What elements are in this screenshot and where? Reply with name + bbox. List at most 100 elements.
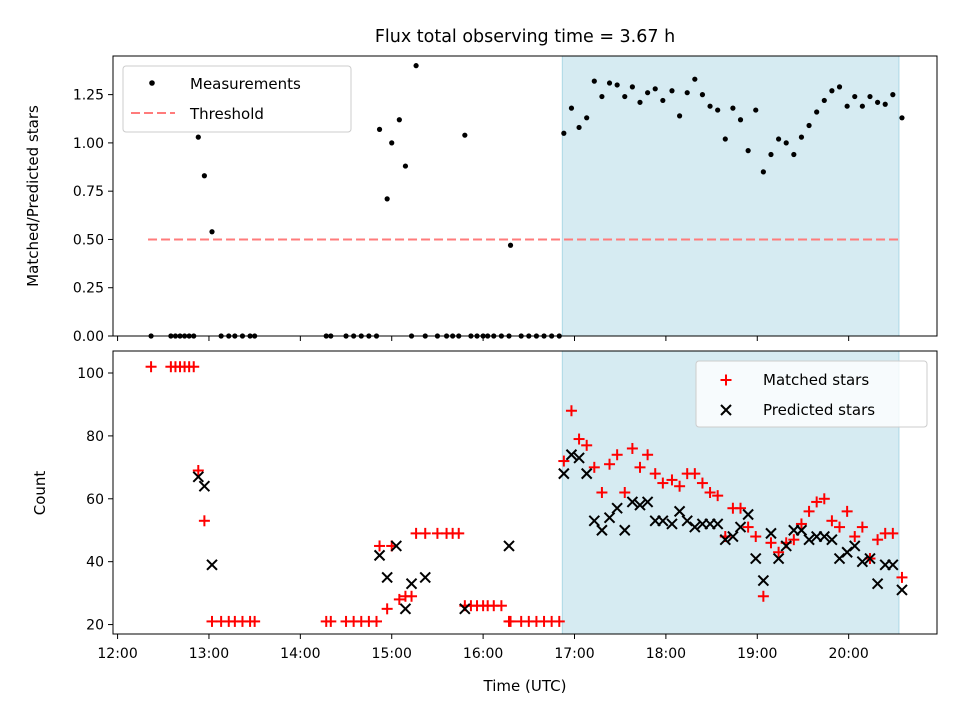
matched-star-point — [145, 361, 157, 373]
cross-stroke-b — [689, 521, 701, 533]
cross-stroke-b — [405, 577, 418, 590]
predicted-star-point — [399, 603, 412, 615]
cross-stroke-b — [381, 571, 393, 584]
measurement-point — [890, 92, 896, 98]
predicted-star-point — [795, 524, 808, 536]
predicted-star-point — [772, 552, 785, 565]
cross-stroke-b — [634, 499, 646, 511]
predicted-star-point — [666, 518, 678, 530]
bottom-x-tick-label: 18:00 — [646, 646, 686, 662]
matched-star-point — [581, 439, 593, 451]
predicted-star-point — [390, 540, 403, 552]
matched-star-point — [505, 615, 517, 627]
matched-star-point — [841, 505, 853, 517]
predicted-star-point — [896, 584, 908, 596]
predicted-star-point — [619, 524, 631, 536]
matched-star-point — [666, 474, 678, 486]
predicted-star-point — [742, 508, 754, 521]
measurement-point — [622, 93, 628, 100]
top-y-tick-label: 1.25 — [73, 88, 104, 104]
cross-stroke-b — [849, 540, 861, 552]
cross-stroke-b — [611, 502, 623, 514]
matched-star-point — [872, 534, 884, 546]
matched-star-point — [565, 405, 577, 417]
matched-star-point — [649, 468, 661, 480]
measurement-point — [882, 101, 888, 107]
bottom-legend-box — [695, 360, 928, 428]
matched-star-point — [249, 615, 261, 627]
measurement-point — [775, 136, 782, 142]
predicted-star-point — [626, 496, 639, 508]
bottom-x-tick-label: 12:00 — [97, 646, 137, 662]
measurement-point — [591, 78, 597, 84]
matched-star-point — [495, 600, 507, 612]
cross-stroke-b — [727, 530, 739, 543]
predicted-star-point — [503, 540, 515, 552]
top-y-tick-label: 0.75 — [73, 184, 104, 200]
measurement-point — [568, 105, 575, 111]
matched-star-point — [896, 571, 908, 583]
bottom-x-ticks: 12:00 13:00 14:00 15:00 16:00 17:00 18:00 19:00… — [97, 634, 869, 662]
predicted-star-point — [419, 571, 431, 584]
cross-stroke-b — [887, 559, 899, 571]
top-y-tick-label: 1.00 — [73, 136, 104, 152]
top-y-axis-label: Matched/Predicted stars — [24, 105, 42, 287]
cross-stroke-b — [719, 533, 731, 546]
legend-marker-measurements — [149, 80, 155, 86]
measurement-point — [806, 122, 812, 129]
predicted-star-point — [596, 524, 608, 536]
bottom-legend: Matched stars Predicted stars — [695, 360, 928, 428]
measurement-point — [768, 151, 774, 158]
measurement-point — [829, 88, 835, 94]
matched-star-point — [611, 449, 623, 461]
top-highlight-span — [561, 55, 900, 337]
measurement-point — [201, 173, 207, 179]
measurement-point — [660, 97, 666, 104]
measurement-point — [561, 130, 567, 136]
measurement-point — [852, 93, 858, 100]
matched-star-point — [788, 534, 800, 546]
predicted-star-point — [757, 574, 770, 587]
predicted-star-point — [818, 530, 830, 543]
matched-star-point — [626, 442, 638, 454]
measurement-point — [715, 107, 721, 113]
matched-star-point — [558, 455, 570, 467]
matched-star-point — [453, 527, 465, 539]
measurement-point — [722, 136, 728, 142]
measurement-point — [791, 151, 797, 158]
measurement-point — [676, 113, 683, 119]
matched-star-point — [818, 493, 830, 505]
top-x-ticks — [117, 336, 850, 341]
predicted-star-point — [750, 552, 762, 565]
bottom-plot-frame — [112, 350, 938, 635]
matched-star-point — [381, 603, 393, 615]
matched-star-point — [765, 537, 777, 549]
measurement-point — [402, 163, 409, 169]
predicted-star-point — [856, 555, 869, 568]
bottom-y-tick-label: 60 — [86, 492, 104, 508]
cross-stroke-b — [657, 515, 669, 527]
bottom-y-axis-label: Count — [31, 471, 49, 516]
matched-star-point — [596, 487, 608, 498]
predicted-star-point — [711, 518, 724, 530]
matched-star-point — [325, 615, 337, 627]
measurement-point — [576, 124, 582, 131]
predicted-star-point — [803, 533, 815, 546]
cross-stroke-b — [772, 552, 785, 565]
bottom-x-tick-label: 20:00 — [828, 646, 868, 662]
cross-stroke-b — [750, 552, 762, 565]
cross-stroke-b — [399, 603, 412, 615]
measurement-point — [707, 103, 713, 109]
predicted-star-point — [206, 559, 218, 571]
matched-star-point — [198, 515, 210, 527]
measurement-point — [836, 84, 843, 90]
measurement-point — [821, 97, 827, 104]
predicted-star-point — [381, 571, 393, 584]
matched-star-point — [735, 502, 747, 514]
top-y-tick-label: 0.50 — [73, 232, 104, 248]
bottom-y-tick-label: 100 — [77, 366, 104, 382]
measurement-point — [462, 132, 468, 138]
predicted-star-points — [192, 449, 908, 615]
matched-star-point — [588, 461, 600, 473]
cross-stroke-b — [206, 559, 218, 571]
